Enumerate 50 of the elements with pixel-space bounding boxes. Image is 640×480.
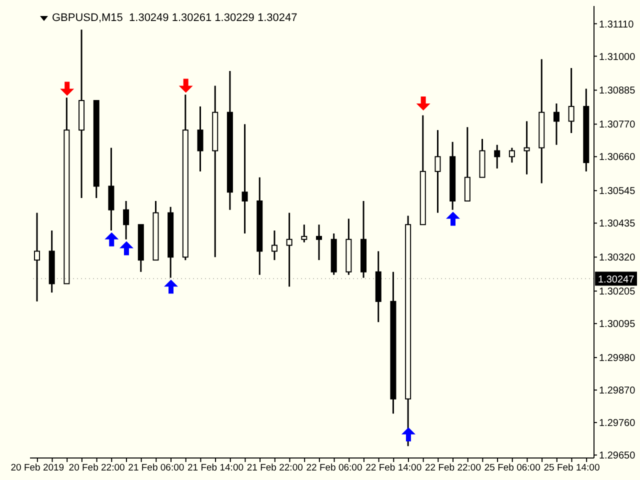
candlestick xyxy=(316,224,322,261)
point xyxy=(104,232,119,246)
point xyxy=(401,427,416,442)
x-tick-label: 20 Feb 22:00 xyxy=(68,462,125,474)
y-tick-label: 1.29870 xyxy=(599,386,636,397)
candlestick xyxy=(242,123,248,234)
y-tick-label: 1.31110 xyxy=(599,19,634,30)
point xyxy=(178,78,193,93)
point xyxy=(119,241,134,256)
y-tick-label: 1.30205 xyxy=(599,286,636,298)
point xyxy=(416,96,430,110)
candlestick xyxy=(271,230,278,261)
y-tick-label: 1.29650 xyxy=(599,450,636,462)
candlestick xyxy=(494,144,500,170)
candlestick xyxy=(568,67,574,134)
x-tick-label: 21 Feb 14:00 xyxy=(188,462,244,474)
candlestick xyxy=(108,147,114,232)
x-tick-label: 25 Feb 06:00 xyxy=(484,462,540,474)
y-tick-label: 1.30770 xyxy=(599,120,636,131)
x-tick-label: 21 Feb 06:00 xyxy=(128,462,184,474)
y-tick-label: 1.30095 xyxy=(599,319,636,330)
y-tick-label: 1.29980 xyxy=(599,353,636,364)
y-tick-label: 1.31000 xyxy=(599,52,636,63)
candlestick xyxy=(301,224,308,244)
y-tick-label: 1.30660 xyxy=(599,152,636,164)
x-tick-label: 22 Feb 22:00 xyxy=(425,462,481,474)
x-tick-label: 25 Feb 14:00 xyxy=(544,462,600,474)
y-tick-label: 1.29760 xyxy=(599,418,636,430)
candlestick xyxy=(197,106,204,172)
candlestick xyxy=(434,129,441,214)
candlestick xyxy=(524,120,530,176)
candlestick xyxy=(464,126,470,202)
candlestick xyxy=(553,102,560,146)
x-tick-label: 20 Feb 2019 xyxy=(10,462,64,474)
y-tick-label: 1.30320 xyxy=(599,252,636,264)
candlestick xyxy=(34,212,40,302)
candlestick xyxy=(123,200,130,240)
text: GBPUSD,M15 1.30249 1.30261 1.30229 1.30247 xyxy=(52,12,298,24)
ref-line-label: 1.30247 xyxy=(598,274,635,286)
candlestick xyxy=(508,147,515,164)
y-tick-label: 1.30545 xyxy=(599,186,636,198)
x-tick-label: 21 Feb 22:00 xyxy=(246,462,303,474)
point xyxy=(164,280,178,294)
x-tick-label: 22 Feb 14:00 xyxy=(366,462,422,474)
y-tick-label: 1.30885 xyxy=(599,86,636,97)
point xyxy=(446,212,460,226)
point xyxy=(60,82,74,96)
y-tick-label: 1.30435 xyxy=(599,218,636,230)
x-tick-label: 22 Feb 06:00 xyxy=(306,462,362,474)
candlestick xyxy=(286,212,292,288)
